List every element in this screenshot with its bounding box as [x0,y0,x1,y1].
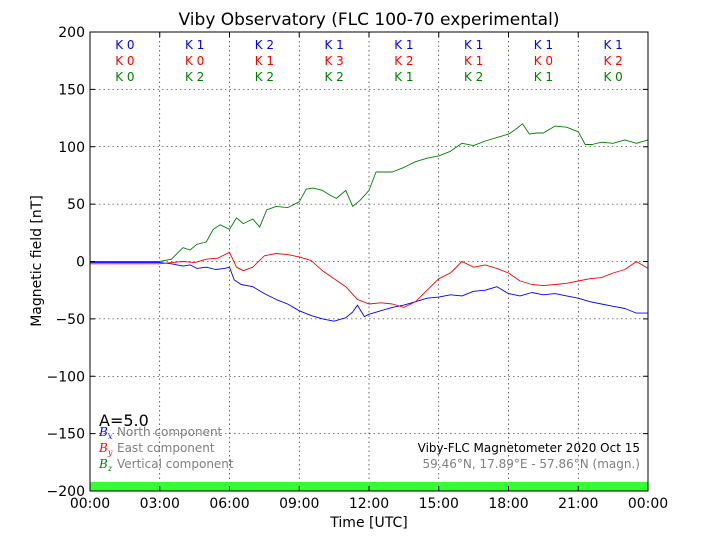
k-index-label: K 1 [464,54,483,68]
y-tick-label: 0 [76,255,85,271]
k-index-label: K 1 [394,70,413,84]
legend-label: East component [117,441,215,455]
series-line-east-component [90,251,649,308]
x-tick-label: 00:00 [70,496,110,512]
k-index-label: K 1 [324,38,343,52]
k-index-label: K 0 [534,54,553,68]
axis-ticks: 00:00 03:00 06:00 09:00 12:00 15:00 18:00 21:00… [47,25,669,512]
y-tick-label: −100 [47,369,85,385]
location-annotation: 59.46°N, 17.89°E - 57.86°N (magn.) [423,457,640,471]
k-index-label: K 2 [185,70,204,84]
k-index-label: K 0 [603,70,622,84]
k-index-label: K 0 [185,54,204,68]
k-index-label: K 1 [603,38,622,52]
k-index-label: K 2 [394,54,413,68]
y-tick-label: 100 [58,140,85,156]
k-index-label: K 3 [324,54,343,68]
k-index-label: K 1 [534,38,553,52]
plot-frame [89,31,649,492]
x-axis-label: Time [UTC] [329,515,407,531]
y-tick-label: −200 [47,484,85,500]
k-index-label: K 2 [324,70,343,84]
y-tick-label: −150 [47,427,85,443]
x-tick-label: 06:00 [209,496,249,512]
k-index-label: K 2 [255,38,274,52]
x-tick-label: 09:00 [279,496,319,512]
legend-label: North component [117,425,223,439]
y-tick-label: 200 [58,25,85,41]
k-index-label: K 1 [185,38,204,52]
series-line-vertical-component [90,123,649,262]
legend-symbol: Bx [98,425,113,441]
grid-lines [90,32,648,491]
x-tick-label: 03:00 [140,496,180,512]
series-line-north-component [90,262,648,322]
x-tick-label: 15:00 [419,496,459,512]
magnetometer-annotation: Viby-FLC Magnetometer 2020 Oct 15 [418,441,640,455]
k-index-label: K 1 [534,70,553,84]
a-index-label: A=5.0 [99,411,149,430]
x-tick-label: 00:00 [628,496,668,512]
chart-legend: Bx North component By East component Bz Verti… [98,425,234,473]
y-tick-label: −50 [55,312,85,328]
k-index-label: K 1 [394,38,413,52]
k-index-label: K 0 [115,54,134,68]
k-index-label: K 1 [255,54,274,68]
x-tick-label: 12:00 [349,496,389,512]
x-tick-label: 21:00 [558,496,598,512]
k-index-table: K 0 K 1 K 2 K 1 K 1 K 1 K 1 K 1 K 0 K 0 K 1 K 3 K 2 K… [115,38,623,84]
k-index-label: K 2 [603,54,622,68]
x-tick-label: 18:00 [488,496,528,512]
k-index-label: K 2 [255,70,274,84]
k-index-label: K 2 [464,70,483,84]
legend-symbol: By [98,441,113,457]
y-axis-label: Magnetic field [nT] [29,195,45,327]
y-tick-label: 50 [67,197,85,213]
series-layer [90,123,649,322]
k-index-label: K 0 [115,38,134,52]
legend-symbol: Bz [98,457,113,473]
legend-label: Vertical component [117,457,234,471]
chart-title: Viby Observatory (FLC 100-70 experimenta… [179,10,560,30]
y-tick-label: 150 [58,82,85,98]
k-index-label: K 1 [464,38,483,52]
k-index-label: K 0 [115,70,134,84]
